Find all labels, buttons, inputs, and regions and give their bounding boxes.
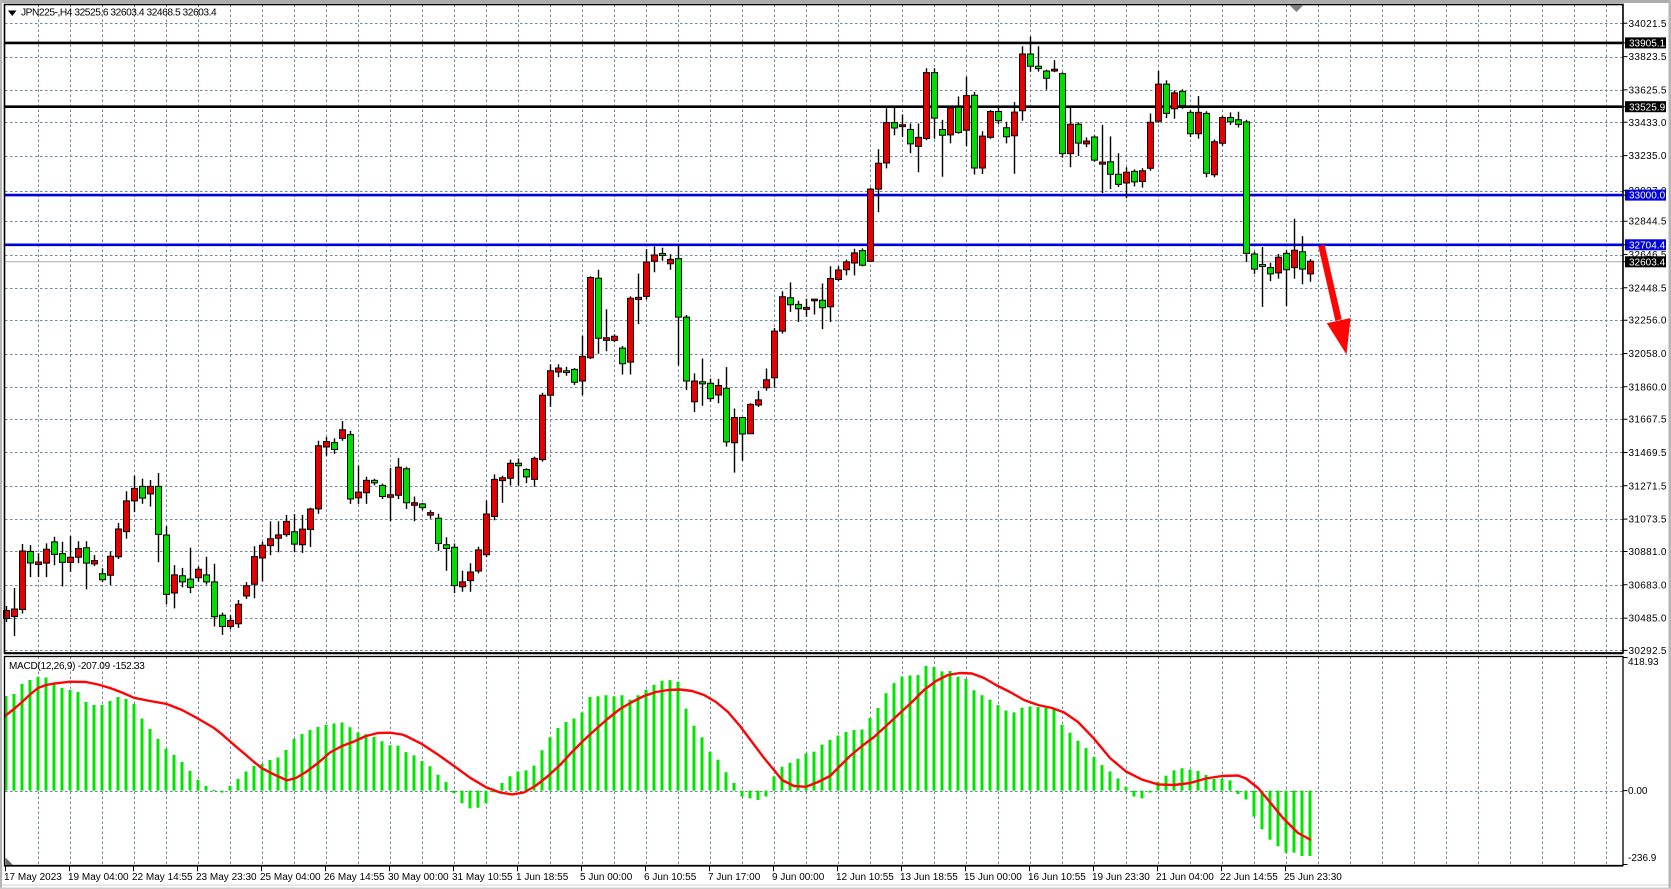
svg-text:33823.5: 33823.5 [1629, 52, 1667, 63]
svg-text:31860.0: 31860.0 [1629, 382, 1667, 393]
svg-text:16 Jun 10:55: 16 Jun 10:55 [1028, 872, 1086, 883]
svg-text:21 Jun 04:00: 21 Jun 04:00 [1156, 872, 1214, 883]
svg-text:JPN225-,H4 32525.6 32603.4 32: JPN225-,H4 32525.6 32603.4 32468.5 32603… [21, 8, 217, 19]
svg-text:30292.5: 30292.5 [1629, 646, 1667, 657]
svg-text:17 May 2023: 17 May 2023 [4, 872, 62, 883]
svg-text:33235.0: 33235.0 [1629, 151, 1667, 162]
svg-text:1 Jun 18:55: 1 Jun 18:55 [516, 872, 569, 883]
svg-text:12 Jun 10:55: 12 Jun 10:55 [836, 872, 894, 883]
svg-text:19 Jun 23:30: 19 Jun 23:30 [1092, 872, 1150, 883]
svg-text:31469.5: 31469.5 [1629, 448, 1667, 459]
svg-text:25 Jun 23:30: 25 Jun 23:30 [1284, 872, 1342, 883]
svg-text:26 May 14:55: 26 May 14:55 [324, 872, 385, 883]
svg-text:30 May 00:00: 30 May 00:00 [388, 872, 449, 883]
svg-text:13 Jun 18:55: 13 Jun 18:55 [900, 872, 958, 883]
svg-text:MACD(12,26,9) -207.09 -152.33: MACD(12,26,9) -207.09 -152.33 [9, 661, 145, 672]
svg-text:33433.0: 33433.0 [1629, 118, 1667, 129]
svg-text:15 Jun 00:00: 15 Jun 00:00 [964, 872, 1022, 883]
svg-text:19 May 04:00: 19 May 04:00 [68, 872, 129, 883]
svg-text:34021.5: 34021.5 [1629, 19, 1667, 30]
svg-text:25 May 04:00: 25 May 04:00 [260, 872, 321, 883]
svg-text:7 Jun 17:00: 7 Jun 17:00 [708, 872, 761, 883]
svg-text:31271.5: 31271.5 [1629, 481, 1667, 492]
svg-text:6 Jun 10:55: 6 Jun 10:55 [644, 872, 697, 883]
svg-text:32844.5: 32844.5 [1629, 217, 1667, 228]
svg-text:418.93: 418.93 [1628, 657, 1659, 668]
svg-text:23 May 23:30: 23 May 23:30 [196, 872, 257, 883]
svg-text:31667.5: 31667.5 [1629, 415, 1667, 426]
svg-text:22 May 14:55: 22 May 14:55 [132, 872, 193, 883]
svg-text:32058.0: 32058.0 [1629, 349, 1667, 360]
svg-text:33625.5: 33625.5 [1629, 85, 1667, 96]
svg-text:0.00: 0.00 [1628, 786, 1648, 797]
svg-text:31073.5: 31073.5 [1629, 515, 1667, 526]
svg-text:33000.0: 33000.0 [1629, 191, 1666, 202]
svg-text:32646.5: 32646.5 [1629, 250, 1667, 261]
svg-text:33905.1: 33905.1 [1629, 39, 1666, 50]
svg-text:5 Jun 00:00: 5 Jun 00:00 [580, 872, 633, 883]
svg-text:9 Jun 00:00: 9 Jun 00:00 [772, 872, 825, 883]
svg-text:30485.0: 30485.0 [1629, 614, 1667, 625]
svg-text:32603.4: 32603.4 [1629, 257, 1666, 268]
svg-text:22 Jun 14:55: 22 Jun 14:55 [1220, 872, 1278, 883]
svg-text:-236.9: -236.9 [1628, 853, 1657, 864]
svg-text:32704.4: 32704.4 [1629, 240, 1666, 251]
svg-text:32448.5: 32448.5 [1629, 283, 1667, 294]
svg-text:31 May 10:55: 31 May 10:55 [452, 872, 513, 883]
svg-text:30881.0: 30881.0 [1629, 547, 1667, 558]
svg-text:32256.0: 32256.0 [1629, 316, 1667, 327]
svg-text:30683.0: 30683.0 [1629, 580, 1667, 591]
svg-text:33525.9: 33525.9 [1629, 102, 1666, 113]
